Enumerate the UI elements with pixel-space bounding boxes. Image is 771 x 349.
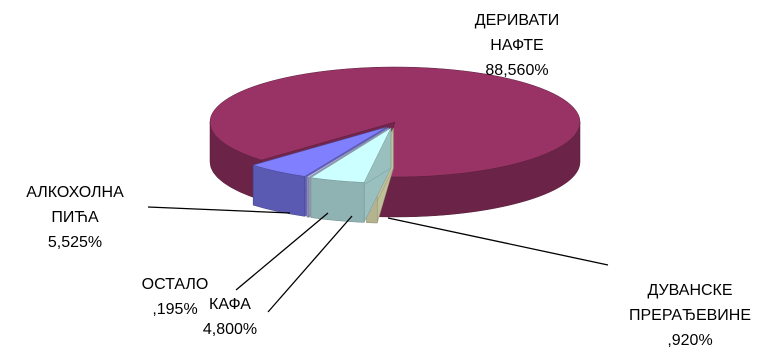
data-label: ДУВАНСКЕ ПРЕРАЂЕВИНЕ ,920% [610, 278, 770, 349]
value-label: 5,525% [47, 234, 103, 251]
slice-side [310, 177, 365, 223]
slice-top [306, 127, 390, 178]
leader-line [235, 212, 329, 291]
category-label: ДЕРИВАТИ НАФТЕ [474, 12, 560, 54]
data-label: ДЕРИВАТИ НАФТЕ 88,560% [462, 8, 572, 83]
slice-top [310, 127, 392, 183]
value-label: ,195% [152, 301, 198, 318]
leader-line [387, 217, 609, 266]
data-label: КАФА 4,800% [200, 292, 260, 342]
leader-line [147, 206, 291, 214]
category-label: КАФА [209, 296, 251, 313]
category-label: ОСТАЛО [141, 276, 209, 293]
slice-side [306, 176, 310, 218]
value-label: ,920% [667, 332, 713, 349]
slice-top [252, 126, 387, 177]
value-label: 4,800% [202, 321, 258, 338]
data-label: АЛКОХОЛНА ПИЋА 5,525% [10, 180, 140, 255]
value-label: 88,560% [485, 62, 549, 79]
category-label: ДУВАНСКЕ ПРЕРАЂЕВИНЕ [628, 282, 752, 324]
leader-line [267, 215, 353, 313]
pie-slice [310, 127, 392, 223]
data-label: ОСТАЛО ,195% [130, 272, 220, 322]
slice-top [209, 66, 581, 178]
category-label: АЛКОХОЛНА ПИЋА [26, 184, 124, 226]
